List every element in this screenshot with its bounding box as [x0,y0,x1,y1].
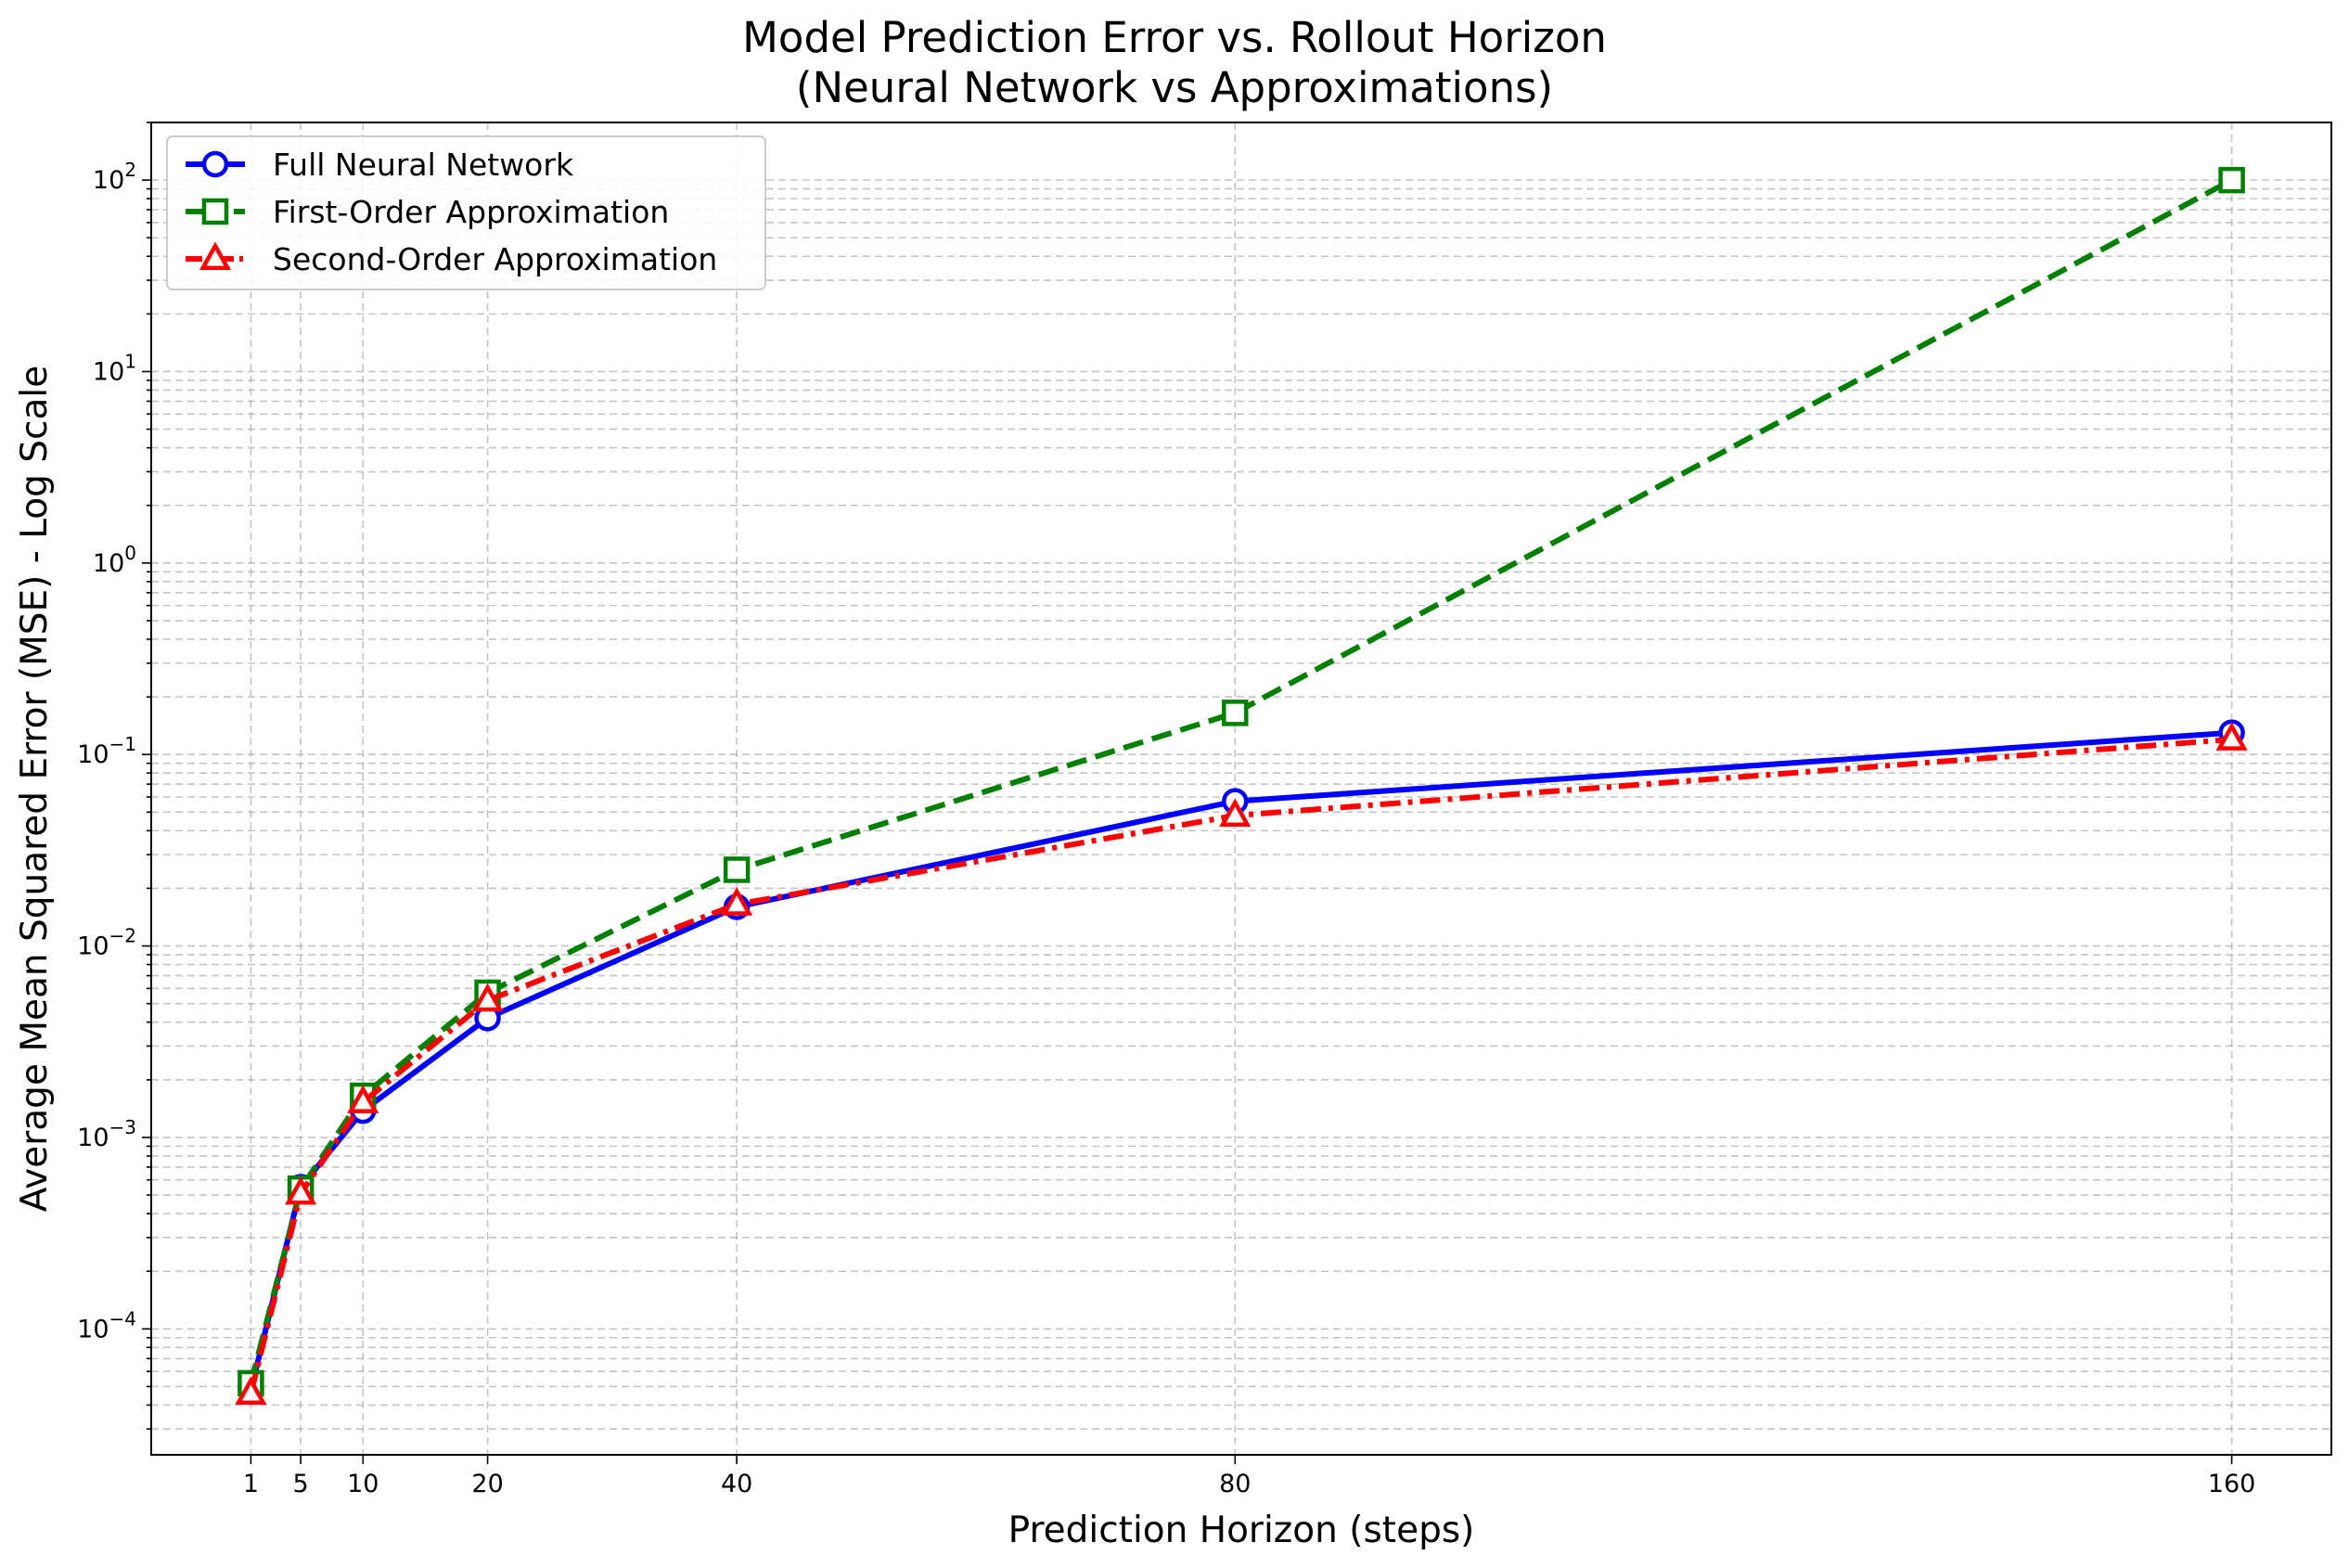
plot-frame [150,122,2332,1456]
y-tick-label: 100 [93,542,136,578]
legend-label: First-Order Approximation [273,194,669,230]
x-tick-label: 1 [243,1470,259,1498]
y-tick-label: 102 [93,159,136,195]
x-tick-label: 160 [2208,1470,2256,1498]
legend-item: Second-Order Approximation [186,241,717,277]
series-2 [237,166,2245,1397]
legend-marker [201,198,229,225]
data-point [1222,700,1249,726]
legend-box [166,135,766,290]
data-point [235,1376,267,1405]
data-point [721,887,753,916]
y-tick-label: 10−3 [77,1116,136,1152]
series-layer [235,166,2248,1405]
x-tick-label: 5 [293,1470,309,1498]
chart-subtitle: (Neural Network vs Approximations) [796,63,1553,112]
data-point [471,983,504,1012]
legend-label: Second-Order Approximation [273,241,717,277]
legend-label: Full Neural Network [273,147,574,183]
series-line [248,177,2233,1384]
x-axis-label: Prediction Horizon (steps) [1008,1510,1475,1551]
data-point [285,1176,317,1205]
data-point [723,856,751,883]
data-point [2218,166,2245,194]
ticks: 1 5 10 20 40 80 160 10−4 10−3 10−2 10−1 100 101 102 [77,122,2255,1498]
x-tick-label: 40 [721,1470,752,1498]
data-point [347,1085,379,1113]
chart-title: Model Prediction Error vs. Rollout Horiz… [742,13,1607,62]
y-tick-label: 10−4 [77,1307,136,1343]
x-tick-label: 20 [471,1470,503,1498]
y-tick-label: 10−1 [77,733,136,769]
grid [151,122,2331,1455]
y-tick-label: 101 [93,350,136,386]
legend-item: Full Neural Network [186,147,574,183]
y-tick-label: 10−2 [77,925,136,961]
series-3 [235,722,2248,1405]
y-axis-label: Average Mean Squared Error (MSE) - Log S… [14,366,56,1212]
legend: Full Neural Network First-Order Approxima… [166,135,766,290]
legend-marker [201,150,229,178]
x-tick-label: 80 [1219,1470,1251,1498]
data-point [1219,798,1252,828]
legend-item: First-Order Approximation [186,194,669,230]
legend-marker [199,241,232,271]
data-point [2215,722,2248,751]
series-line [248,736,2232,1394]
x-tick-label: 10 [347,1470,379,1498]
